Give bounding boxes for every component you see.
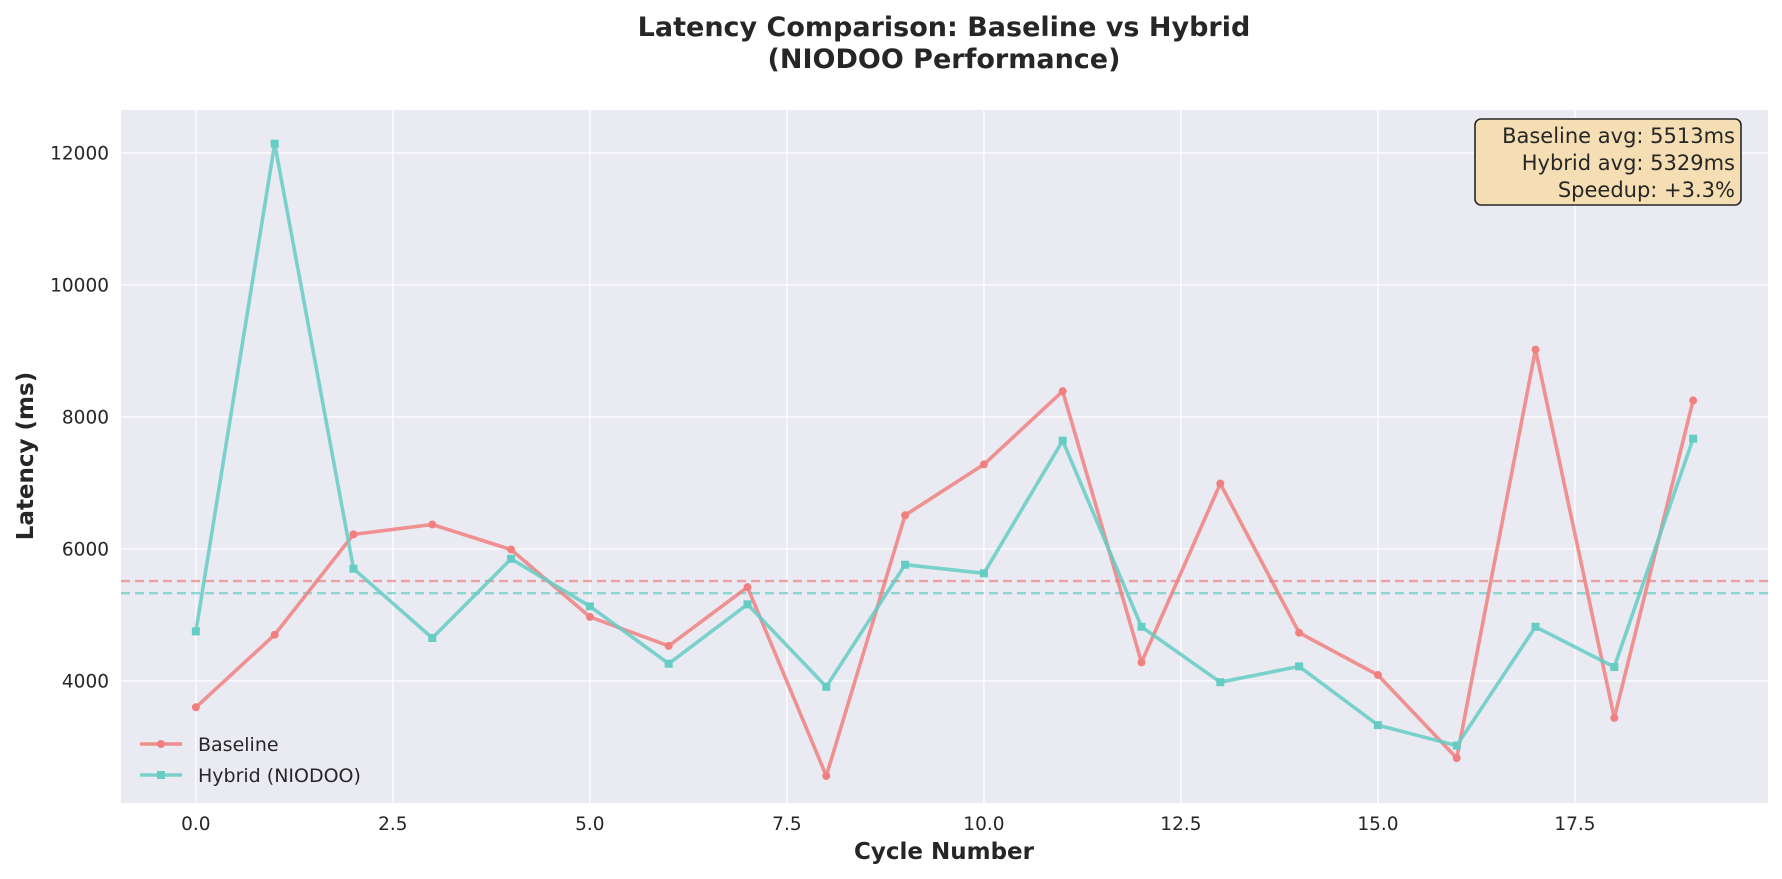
legend-marker [157,771,165,779]
data-point [1689,396,1698,405]
y-tick-label: 8000 [62,407,109,428]
y-tick-label: 12000 [50,143,109,164]
data-point [1216,678,1225,687]
chart-title-line-2: (NIODOO Performance) [768,44,1121,75]
chart-title-line-1: Latency Comparison: Baseline vs Hybrid [638,12,1251,43]
data-point [1058,436,1067,445]
average-reference-lines [121,579,1768,595]
data-point [1373,670,1382,679]
data-point [349,564,358,573]
legend-marker [157,740,165,748]
data-point [1452,741,1461,750]
y-axis-label: Latency (ms) [13,372,39,540]
data-point [1295,628,1304,637]
data-point [1610,713,1619,722]
data-point [1689,434,1698,443]
data-point [1531,622,1540,631]
data-point [664,659,673,668]
stats-box: Baseline avg: 5513ms Hybrid avg: 5329ms Sp… [1474,118,1742,206]
plot-area [121,110,1768,803]
data-point [1137,622,1146,631]
stats-line: Hybrid avg: 5329ms [1522,151,1735,175]
x-tick-label: 0.0 [181,814,210,835]
x-tick-label: 5.0 [575,814,604,835]
data-point [1295,662,1304,671]
data-point [428,520,437,529]
data-point [507,545,516,554]
data-point [507,554,516,563]
y-tick-label: 6000 [62,539,109,560]
y-tick-label: 10000 [50,275,109,296]
data-point [822,682,831,691]
legend-label: Baseline [198,734,279,756]
x-tick-label: 12.5 [1160,814,1201,835]
data-point [585,602,594,611]
data-point [664,641,673,650]
data-point [822,771,831,780]
data-point [1137,658,1146,667]
data-point [979,460,988,469]
tick-labels: 0.0 2.5 5.0 7.5 10.0 12.5 15.0 17.5 4000 6000 8000… [50,143,1595,835]
data-point [901,560,910,569]
y-tick-label: 4000 [62,671,109,692]
series-line [194,347,1695,778]
data-point [979,569,988,578]
legend: Baseline Hybrid (NIODOO) [140,734,361,787]
data-point [270,139,279,148]
x-tick-label: 15.0 [1357,814,1398,835]
data-point [1058,387,1067,396]
stats-line: Speedup: +3.3% [1558,178,1735,202]
legend-label: Hybrid (NIODOO) [198,765,361,787]
x-tick-label: 7.5 [772,814,801,835]
data-point [1373,721,1382,730]
x-tick-label: 17.5 [1554,814,1595,835]
data-point [428,634,437,642]
data-point [1531,345,1540,354]
x-axis-label: Cycle Number [854,839,1035,865]
data-point [585,612,594,621]
series-line [194,141,1695,748]
data-point [743,600,752,609]
data-point [270,630,279,639]
data-point [191,627,200,636]
data-point [349,530,358,539]
data-point [1216,479,1225,488]
data-point [1452,754,1461,763]
data-point [901,511,910,520]
stats-line: Baseline avg: 5513ms [1502,124,1735,148]
data-point [191,703,200,712]
series-lines [191,139,1698,780]
data-point [743,583,752,592]
x-tick-label: 10.0 [963,814,1004,835]
x-tick-label: 2.5 [378,814,407,835]
data-point [1610,663,1619,672]
stats-box-background [1474,118,1742,206]
